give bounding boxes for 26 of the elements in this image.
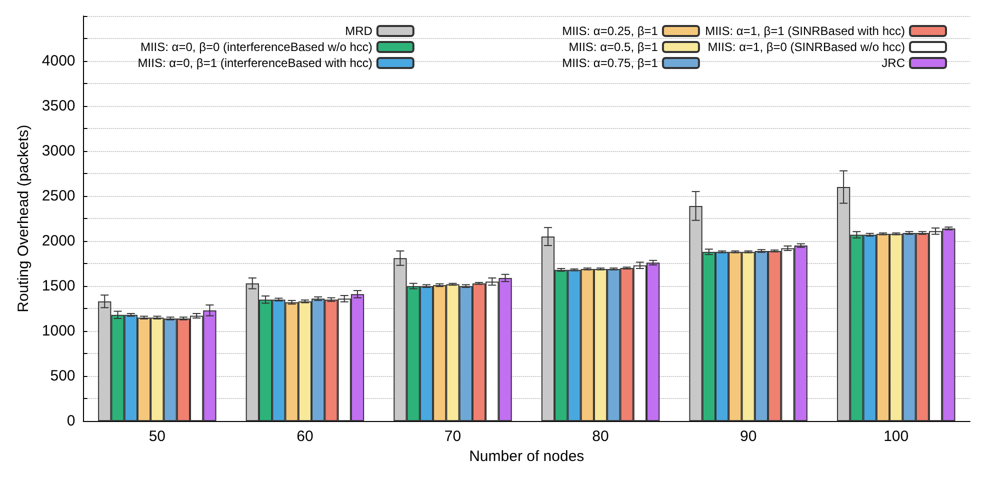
legend-label: MIIS: α=0.5, β=1 — [568, 40, 658, 54]
x-tick-label: 60 — [296, 428, 314, 446]
legend-label: MIIS: α=0.75, β=1 — [562, 56, 658, 70]
legend-label: MIIS: α=0.25, β=1 — [562, 24, 658, 38]
x-tick-label: 100 — [884, 428, 909, 446]
y-tick-label: 1500 — [42, 278, 76, 295]
legend-label: MIIS: α=1, β=1 (SINRBased with hcc) — [705, 24, 905, 38]
y-tick-label: 2000 — [42, 232, 76, 250]
legend-label: JRC — [882, 56, 906, 70]
x-axis-title: Number of nodes — [469, 448, 584, 465]
x-tick-label: 90 — [740, 428, 757, 446]
y-tick-label: 0 — [66, 412, 76, 430]
y-tick-label: 1000 — [42, 322, 76, 340]
y-axis-title: Routing Overhead (packets) — [15, 124, 32, 312]
legend-label: MIIS: α=1, β=0 (SINRBased w/o hcc) — [708, 40, 905, 54]
legend-label: MRD — [345, 24, 373, 38]
y-tick-label: 500 — [50, 368, 76, 385]
y-tick-label: 3500 — [42, 98, 76, 115]
y-tick-label: 3000 — [42, 142, 76, 160]
x-tick-label: 50 — [148, 428, 166, 446]
y-tick-label: 4000 — [42, 52, 76, 70]
y-tick-label: 2500 — [42, 188, 76, 205]
x-tick-label: 80 — [592, 428, 609, 446]
legend-label: MIIS: α=0, β=1 (interferenceBased with hcc) — [138, 56, 372, 70]
legend-label: MIIS: α=0, β=0 (interferenceBased w/o hcc) — [140, 40, 372, 54]
x-tick-label: 70 — [444, 428, 462, 446]
